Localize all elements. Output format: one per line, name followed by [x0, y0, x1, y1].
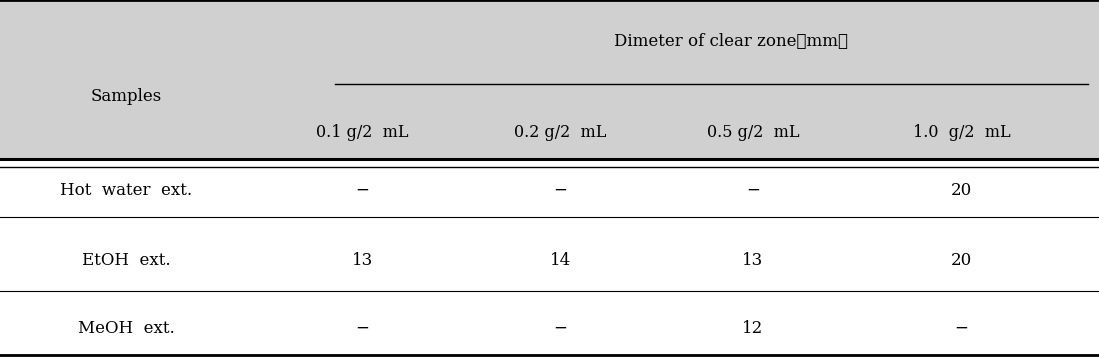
Text: 20: 20 [951, 182, 973, 199]
Text: 13: 13 [742, 252, 764, 269]
Text: −: − [554, 320, 567, 337]
Text: 0.2 g/2  mL: 0.2 g/2 mL [514, 124, 607, 141]
Text: EtOH  ext.: EtOH ext. [82, 252, 170, 269]
Text: Samples: Samples [91, 88, 162, 106]
Text: 0.5 g/2  mL: 0.5 g/2 mL [707, 124, 799, 141]
Text: 1.0  g/2  mL: 1.0 g/2 mL [913, 124, 1010, 141]
Text: Dimeter of clear zone（mm）: Dimeter of clear zone（mm） [614, 33, 847, 50]
Text: −: − [955, 320, 968, 337]
Text: −: − [356, 320, 369, 337]
Text: 0.1 g/2  mL: 0.1 g/2 mL [317, 124, 409, 141]
Text: 14: 14 [550, 252, 571, 269]
Text: Hot  water  ext.: Hot water ext. [60, 182, 192, 199]
Text: 13: 13 [352, 252, 374, 269]
Text: 12: 12 [742, 320, 764, 337]
Bar [0, 0, 1099, 160]
Text: 20: 20 [951, 252, 973, 269]
Text: MeOH  ext.: MeOH ext. [78, 320, 175, 337]
Text: −: − [746, 182, 759, 199]
Text: −: − [356, 182, 369, 199]
Text: −: − [554, 182, 567, 199]
